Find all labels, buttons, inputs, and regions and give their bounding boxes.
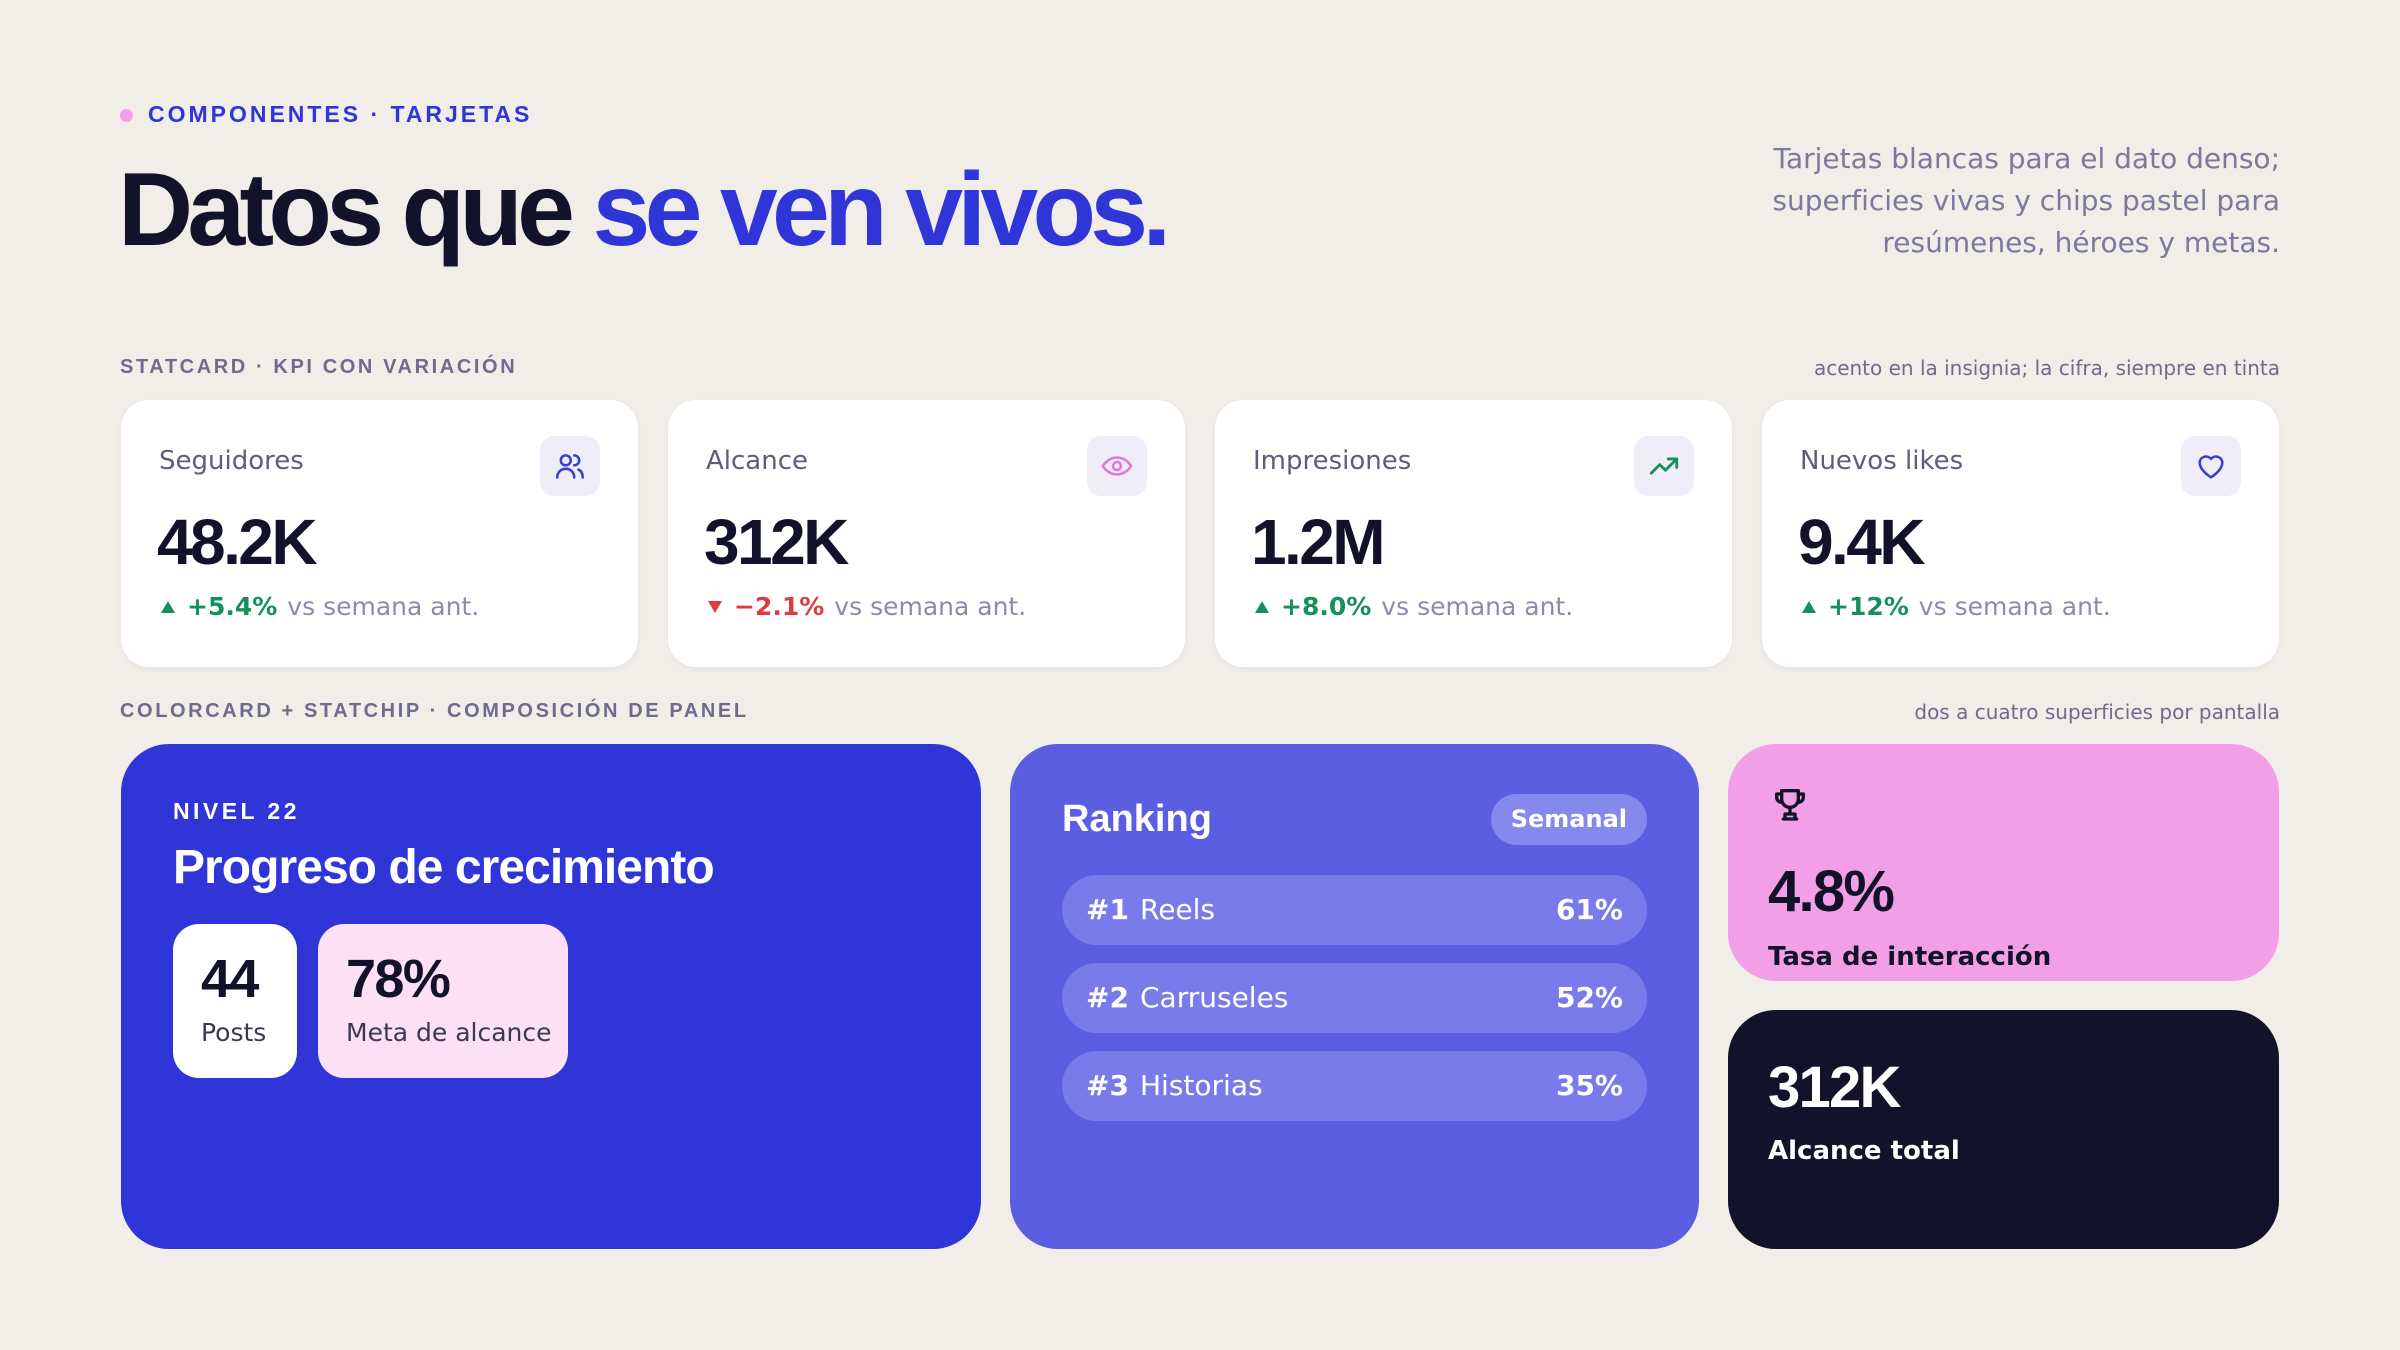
- stat-card: Nuevos likes 9.4K +12% vs semana ant.: [1762, 400, 2279, 667]
- chip-label: Meta de alcance: [346, 1018, 552, 1047]
- eyebrow-dot: [120, 109, 133, 122]
- progress-eyebrow: NIVEL 22: [173, 798, 300, 824]
- comparison: vs semana ant.: [1381, 592, 1574, 621]
- reach-card: 312K Alcance total: [1728, 1010, 2279, 1249]
- headline: Datos que se ven vivos.: [118, 148, 1171, 273]
- stat-chip: 44 Posts: [173, 924, 297, 1078]
- stat-card: Impresiones 1.2M +8.0% vs semana ant.: [1215, 400, 1732, 667]
- card-value: 9.4K: [1798, 506, 1926, 578]
- progress-title: Progreso de crecimiento: [173, 841, 715, 894]
- section-note: acento en la insignia; la cifra, siempre…: [1813, 356, 2280, 380]
- change-value: +5.4%: [187, 592, 278, 621]
- chip-value: 78%: [346, 949, 451, 1009]
- users-icon: [555, 454, 585, 479]
- stat-card: Alcance 312K −2.1% vs semana ant.: [668, 400, 1185, 667]
- card-label: Nuevos likes: [1800, 446, 1964, 476]
- trend-arrow: [708, 600, 722, 613]
- card-label: Seguidores: [159, 446, 304, 476]
- card-icon: [1634, 436, 1694, 496]
- ranking-name: Reels: [1140, 893, 1216, 926]
- ranking-row: #3 Historias 35%: [1062, 1051, 1647, 1121]
- card-change: +12% vs semana ant.: [1800, 592, 2111, 621]
- section-label: STATCARD · KPI CON VARIACIÓN: [120, 356, 518, 378]
- comparison: vs semana ant.: [1918, 592, 2111, 621]
- interaction-label: Tasa de interacción: [1768, 942, 2052, 972]
- card-change: −2.1% vs semana ant.: [706, 592, 1026, 621]
- change-value: +12%: [1828, 592, 1909, 621]
- comparison: vs semana ant.: [834, 592, 1027, 621]
- section-note: dos a cuatro superficies por pantalla: [1914, 700, 2280, 724]
- ranking-value: 52%: [1555, 981, 1623, 1014]
- trend-icon: [1649, 457, 1679, 475]
- card-icon: [540, 436, 600, 496]
- ranking-rank: #1: [1086, 893, 1129, 926]
- interaction-card: 4.8% Tasa de interacción: [1728, 744, 2279, 981]
- card-icon: [2181, 436, 2241, 496]
- card-value: 1.2M: [1251, 506, 1386, 578]
- ranking-rank: #2: [1086, 981, 1129, 1014]
- heart-icon: [2198, 455, 2224, 479]
- ranking-row: #2 Carruseles 52%: [1062, 963, 1647, 1033]
- comparison: vs semana ant.: [287, 592, 480, 621]
- chip-value: 44: [201, 949, 259, 1009]
- trend-arrow: [1255, 600, 1269, 613]
- card-value: 48.2K: [157, 506, 318, 578]
- card-value: 312K: [704, 506, 849, 578]
- description-line: resúmenes, héroes y metas.: [1882, 226, 2280, 259]
- ranking-card: Ranking Semanal #1 Reels 61% #2 Carruseles 52…: [1010, 744, 1699, 1249]
- change-value: +8.0%: [1281, 592, 1372, 621]
- card-icon: [1087, 436, 1147, 496]
- reach-label: Alcance total: [1768, 1136, 1960, 1166]
- stat-chip: 78% Meta de alcance: [318, 924, 568, 1078]
- ranking-value: 35%: [1555, 1069, 1623, 1102]
- card-label: Impresiones: [1253, 446, 1412, 476]
- description-line: Tarjetas blancas para el dato denso;: [1773, 142, 2280, 175]
- eye-icon: [1101, 456, 1133, 476]
- reach-value: 312K: [1768, 1055, 1901, 1120]
- interaction-value: 4.8%: [1768, 859, 1895, 924]
- trend-arrow: [161, 600, 175, 613]
- ranking-badge: Semanal: [1490, 794, 1647, 845]
- change-value: −2.1%: [734, 592, 825, 621]
- ranking-name: Historias: [1140, 1069, 1263, 1102]
- ranking-value: 61%: [1555, 893, 1623, 926]
- ranking-name: Carruseles: [1140, 981, 1289, 1014]
- trophy-icon: [1775, 789, 1805, 821]
- eyebrow: COMPONENTES · TARJETAS: [148, 101, 533, 127]
- description: Tarjetas blancas para el dato denso; supe…: [1772, 138, 2280, 264]
- section-label: COLORCARD + STATCHIP · COMPOSICIÓN DE PA…: [120, 700, 749, 722]
- ranking-rank: #3: [1086, 1069, 1129, 1102]
- card-change: +5.4% vs semana ant.: [159, 592, 479, 621]
- ranking-row: #1 Reels 61%: [1062, 875, 1647, 945]
- trend-arrow: [1802, 600, 1816, 613]
- ranking-title: Ranking: [1062, 798, 1212, 840]
- card-label: Alcance: [706, 446, 809, 476]
- headline-ink: Datos que: [118, 152, 575, 268]
- progress-card: NIVEL 22 Progreso de crecimiento 44 Post…: [121, 744, 981, 1249]
- chip-label: Posts: [201, 1018, 267, 1047]
- stat-card: Seguidores 48.2K +5.4% vs semana ant.: [121, 400, 638, 667]
- headline-accent: se ven vivos.: [592, 152, 1171, 268]
- description-line: superficies vivas y chips pastel para: [1772, 184, 2280, 217]
- card-change: +8.0% vs semana ant.: [1253, 592, 1573, 621]
